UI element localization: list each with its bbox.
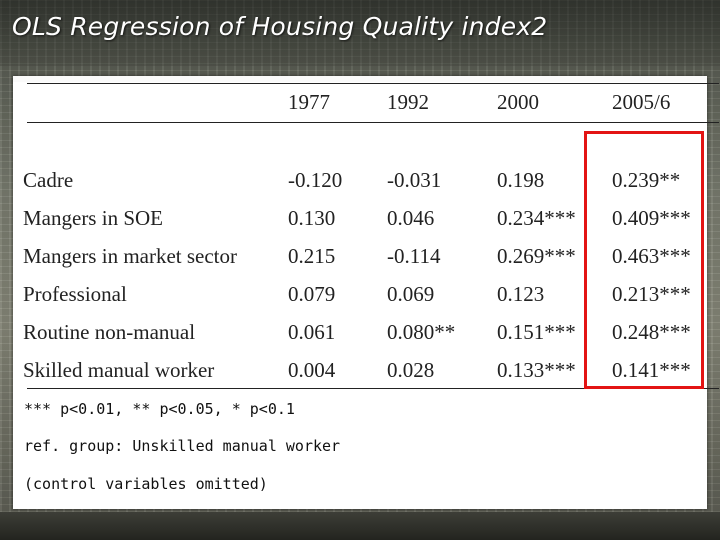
coef-cell: -0.120: [288, 168, 343, 192]
column-header-1992: 1992: [387, 90, 429, 114]
row-label-cadre: Cadre: [23, 168, 74, 192]
paper-edge: [13, 76, 707, 82]
highlight-box-2005-6: [584, 131, 704, 389]
coef-cell: 0.234***: [497, 206, 576, 230]
coef-cell: 0.130: [288, 206, 336, 230]
reference-group-note: ref. group: Unskilled manual worker: [24, 437, 341, 455]
coef-cell: 0.248***: [612, 320, 691, 344]
significance-note: *** p<0.01, ** p<0.05, * p<0.1: [24, 400, 295, 418]
title-band: [0, 0, 720, 66]
coef-cell: 0.409***: [612, 206, 691, 230]
column-header-2005-6: 2005/6: [612, 90, 671, 114]
row-label-professional: Professional: [23, 282, 127, 306]
bottom-band: [0, 512, 720, 540]
coef-cell: -0.031: [387, 168, 442, 192]
table-header-rule: [27, 122, 719, 123]
coef-cell: -0.114: [387, 244, 441, 268]
table-top-rule: [27, 83, 719, 84]
coef-cell: 0.069: [387, 282, 435, 306]
slide-title: OLS Regression of Housing Quality index2: [12, 12, 548, 41]
coef-cell: 0.123: [497, 282, 545, 306]
row-label-managers-soe: Mangers in SOE: [23, 206, 163, 230]
coef-cell: 0.061: [288, 320, 336, 344]
controls-note: (control variables omitted): [24, 475, 268, 493]
column-header-1977: 1977: [288, 90, 330, 114]
coef-cell: 0.269***: [497, 244, 576, 268]
coef-cell: 0.213***: [612, 282, 691, 306]
coef-cell: 0.079: [288, 282, 336, 306]
coef-cell: 0.080**: [387, 320, 456, 344]
table-bottom-rule: [27, 388, 719, 389]
coef-cell: 0.463***: [612, 244, 691, 268]
row-label-routine-non-manual: Routine non-manual: [23, 320, 196, 344]
coef-cell: 0.151***: [497, 320, 576, 344]
coef-cell: 0.141***: [612, 358, 691, 382]
regression-table-panel: 1977 1992 2000 2005/6 Cadre -0.120 -0.03…: [13, 76, 719, 509]
column-header-2000: 2000: [497, 90, 539, 114]
row-label-skilled-manual: Skilled manual worker: [23, 358, 215, 382]
coef-cell: 0.239**: [612, 168, 681, 192]
coef-cell: 0.046: [387, 206, 435, 230]
coef-cell: 0.133***: [497, 358, 576, 382]
coef-cell: 0.215: [288, 244, 336, 268]
row-label-managers-market: Mangers in market sector: [23, 244, 238, 268]
coef-cell: 0.004: [288, 358, 336, 382]
coef-cell: 0.028: [387, 358, 435, 382]
coef-cell: 0.198: [497, 168, 545, 192]
